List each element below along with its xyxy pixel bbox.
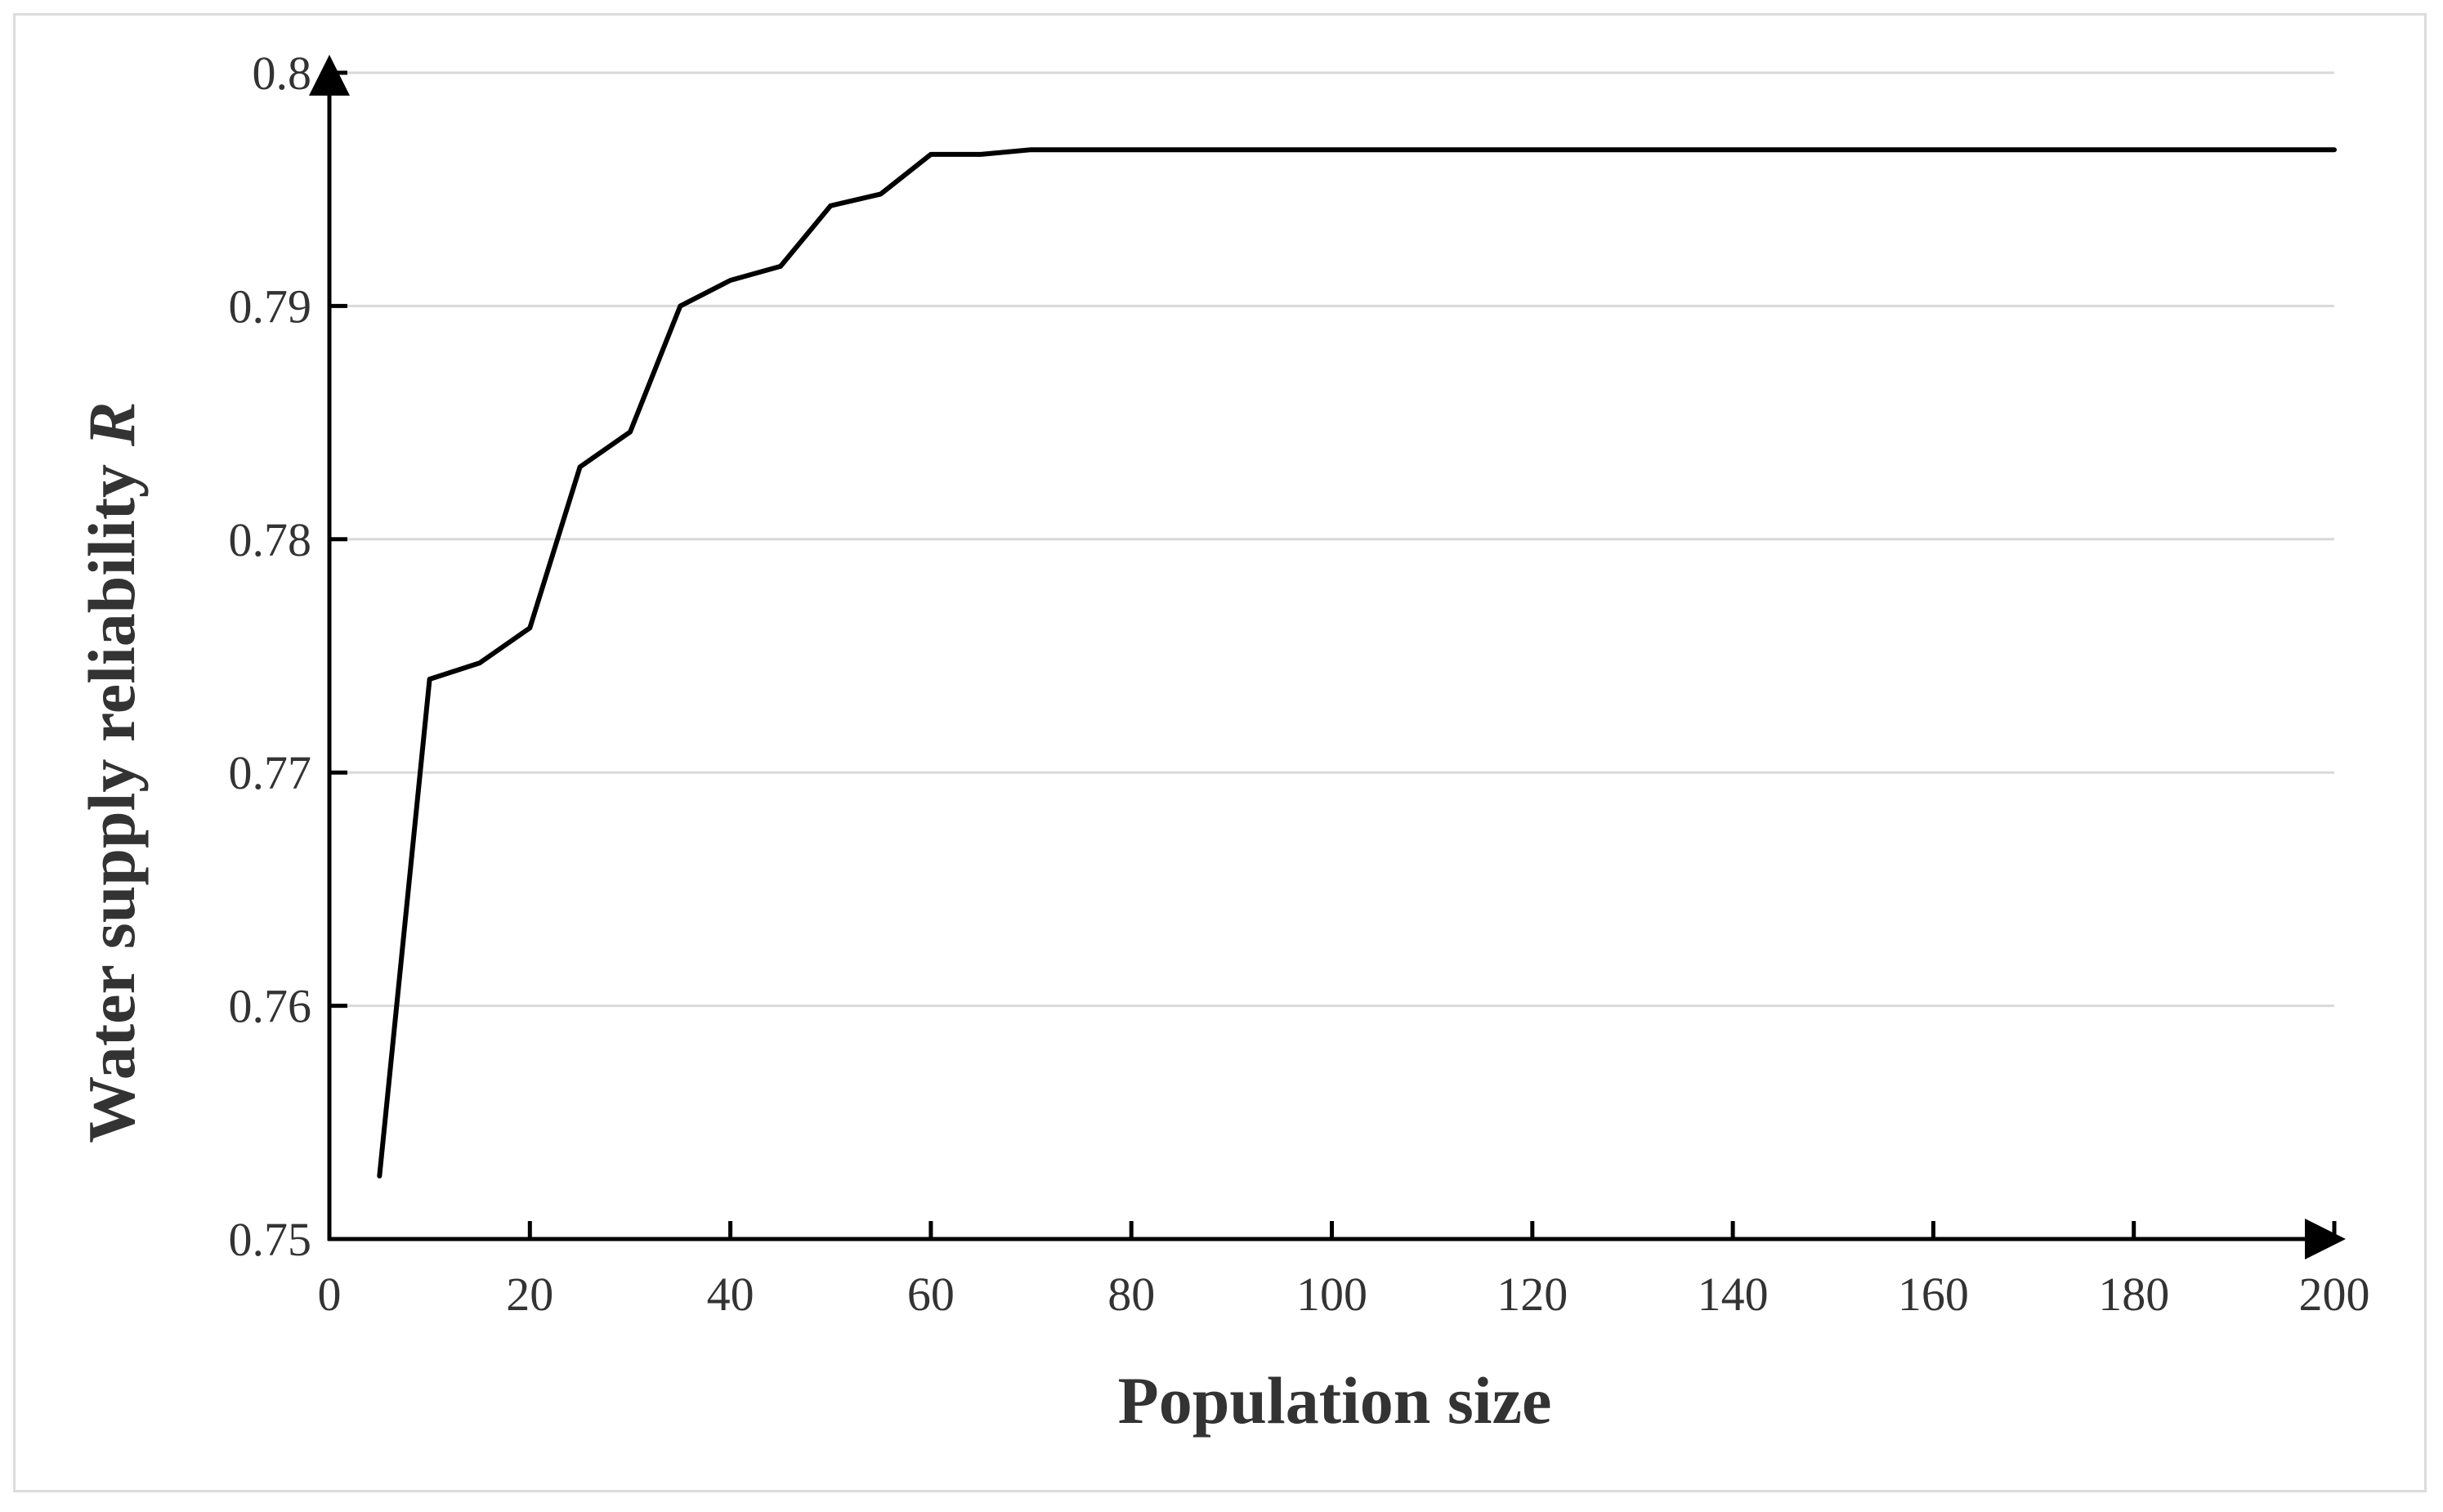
x-axis-ticks: 0 20 40 60 80 100 120 140 160 180 200 xyxy=(318,1221,2370,1321)
y-axis-title-symbol: R xyxy=(74,401,149,447)
y-tick-label: 0.75 xyxy=(229,1213,312,1266)
x-tick-label: 60 xyxy=(907,1268,955,1321)
x-tick-label: 100 xyxy=(1296,1268,1367,1321)
x-tick-label: 80 xyxy=(1107,1268,1155,1321)
y-tick-label: 0.79 xyxy=(229,280,312,333)
x-tick-label: 40 xyxy=(707,1268,754,1321)
x-tick-label: 120 xyxy=(1497,1268,1568,1321)
y-tick-label: 0.78 xyxy=(229,513,312,566)
axes xyxy=(309,55,2346,1259)
x-tick-label: 0 xyxy=(318,1268,342,1321)
gridlines xyxy=(329,71,2334,1008)
x-tick-label: 180 xyxy=(2098,1268,2169,1321)
x-tick-label: 200 xyxy=(2299,1268,2370,1321)
y-axis-ticks: 0.75 0.76 0.77 0.78 0.79 0.8 xyxy=(229,47,347,1266)
series-layer xyxy=(377,147,2337,1179)
y-axis-title: Water supply reliability R xyxy=(74,401,149,1143)
x-tick-label: 160 xyxy=(1898,1268,1969,1321)
y-tick-label: 0.77 xyxy=(229,746,312,799)
x-axis-title: Population size xyxy=(1118,1363,1552,1438)
y-tick-label: 0.76 xyxy=(229,980,312,1033)
y-axis-title-text: Water supply reliability xyxy=(74,464,149,1143)
x-tick-label: 140 xyxy=(1698,1268,1769,1321)
y-tick-label: 0.8 xyxy=(253,47,312,100)
chart-frame xyxy=(13,13,2427,1492)
x-tick-label: 20 xyxy=(506,1268,553,1321)
series-line xyxy=(377,147,2337,1179)
